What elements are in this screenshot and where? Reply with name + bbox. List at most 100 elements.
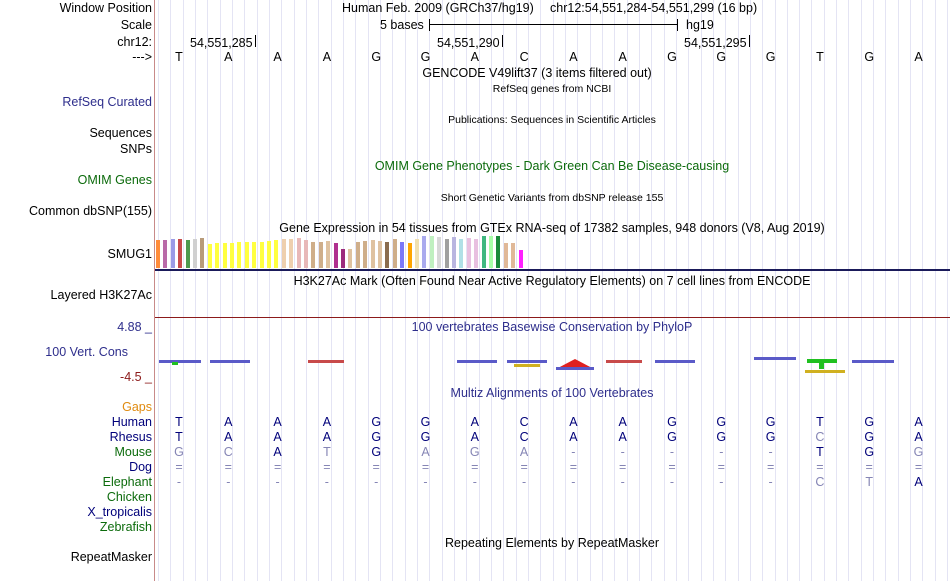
gtex-tissue-bar[interactable] bbox=[511, 243, 516, 268]
alignment-base: G bbox=[420, 415, 431, 429]
gtex-tissue-bar[interactable] bbox=[267, 241, 271, 268]
grid-line bbox=[664, 0, 665, 581]
gtex-tissue-bar[interactable] bbox=[318, 242, 323, 268]
species-label[interactable]: Rhesus bbox=[109, 430, 152, 444]
gtex-tissue-bar[interactable] bbox=[363, 241, 368, 268]
gtex-tissue-bar[interactable] bbox=[429, 236, 434, 268]
scale-bar-right-cap bbox=[677, 19, 678, 31]
gtex-tissue-bar[interactable] bbox=[193, 239, 197, 268]
grid-line bbox=[244, 0, 245, 581]
gtex-tissue-bar[interactable] bbox=[348, 249, 353, 268]
alignment-base: G bbox=[667, 430, 677, 444]
gtex-tissue-bar[interactable] bbox=[304, 240, 308, 268]
alignment-base: G bbox=[174, 445, 184, 459]
alignment-base: A bbox=[273, 415, 282, 429]
alignment-base: - bbox=[620, 475, 625, 489]
gtex-tissue-bar[interactable] bbox=[237, 242, 242, 268]
grid-line bbox=[787, 0, 788, 581]
gtex-tissue-bar[interactable] bbox=[170, 239, 175, 268]
gtex-tissue-bar[interactable] bbox=[422, 236, 427, 268]
gtex-tissue-bar[interactable] bbox=[400, 242, 405, 268]
gtex-tissue-bar[interactable] bbox=[207, 244, 212, 268]
gtex-tissue-bar[interactable] bbox=[415, 239, 419, 268]
alignment-base: T bbox=[816, 445, 824, 459]
gtex-tissue-bar[interactable] bbox=[222, 243, 227, 268]
gtex-tissue-bar[interactable] bbox=[289, 239, 294, 268]
gtex-tissue-bar[interactable] bbox=[503, 243, 508, 268]
gtex-tissue-bar[interactable] bbox=[281, 239, 286, 268]
gtex-tissue-bar[interactable] bbox=[444, 239, 449, 268]
species-label[interactable]: Elephant bbox=[102, 475, 152, 489]
gtex-tissue-bar[interactable] bbox=[496, 236, 501, 268]
alignment-base: A bbox=[914, 475, 923, 489]
species-label[interactable]: Zebrafish bbox=[99, 520, 152, 534]
gtex-expression-bars[interactable] bbox=[156, 236, 536, 268]
gtex-tissue-bar[interactable] bbox=[474, 239, 479, 268]
cons-track-label[interactable]: 100 Vert. Cons bbox=[45, 345, 128, 359]
gtex-tissue-bar[interactable] bbox=[466, 238, 471, 268]
alignment-base: - bbox=[669, 475, 675, 489]
dbsnp-track-label[interactable]: Common dbSNP(155) bbox=[29, 204, 152, 218]
repeatmasker-track-label[interactable]: RepeatMasker bbox=[70, 550, 152, 564]
species-label[interactable]: Dog bbox=[129, 460, 152, 474]
strand-toggle[interactable]: ---> bbox=[132, 50, 152, 64]
gtex-tissue-bar[interactable] bbox=[259, 242, 264, 268]
gtex-tissue-bar[interactable] bbox=[230, 243, 234, 268]
species-label[interactable]: Chicken bbox=[106, 490, 152, 504]
gtex-tissue-bar[interactable] bbox=[333, 243, 338, 268]
alignment-base: T bbox=[175, 430, 183, 444]
gtex-tissue-bar[interactable] bbox=[385, 242, 390, 268]
scale-db: hg19 bbox=[686, 18, 714, 32]
grid-line bbox=[207, 0, 208, 581]
gtex-tissue-bar[interactable] bbox=[518, 250, 523, 268]
species-label[interactable]: Mouse bbox=[114, 445, 152, 459]
grid-line bbox=[158, 0, 159, 581]
gtex-tissue-bar[interactable] bbox=[178, 239, 183, 268]
refseq-track-label[interactable]: RefSeq Curated bbox=[62, 95, 152, 109]
gtex-tissue-bar[interactable] bbox=[296, 238, 301, 268]
h3k27ac-track-label[interactable]: Layered H3K27Ac bbox=[50, 288, 152, 302]
alignment-base: C bbox=[223, 445, 233, 459]
snps-track-label[interactable]: SNPs bbox=[120, 142, 152, 156]
grid-line bbox=[405, 0, 406, 581]
alignment-base: A bbox=[618, 415, 627, 429]
grid-line bbox=[355, 0, 356, 581]
species-label[interactable]: Human bbox=[111, 415, 152, 429]
gtex-tissue-bar[interactable] bbox=[459, 239, 464, 268]
gtex-tissue-bar[interactable] bbox=[156, 240, 160, 268]
gtex-tissue-bar[interactable] bbox=[341, 249, 345, 268]
gtex-tissue-bar[interactable] bbox=[244, 242, 249, 268]
gtex-tissue-bar[interactable] bbox=[407, 243, 412, 268]
gtex-tissue-bar[interactable] bbox=[452, 237, 456, 268]
base-letter: A bbox=[914, 50, 923, 64]
gtex-tissue-bar[interactable] bbox=[355, 242, 360, 268]
species-label[interactable]: X_tropicalis bbox=[87, 505, 152, 519]
gtex-tissue-bar[interactable] bbox=[326, 241, 331, 268]
gtex-tissue-bar[interactable] bbox=[185, 240, 190, 268]
gtex-tissue-bar[interactable] bbox=[378, 241, 382, 268]
gtex-tissue-bar[interactable] bbox=[163, 240, 168, 268]
gtex-tissue-bar[interactable] bbox=[200, 238, 205, 268]
gtex-tissue-bar[interactable] bbox=[437, 237, 442, 268]
gtex-tissue-bar[interactable] bbox=[252, 242, 257, 268]
alignment-base: = bbox=[865, 460, 873, 474]
grid-line bbox=[232, 0, 233, 581]
alignment-base: T bbox=[816, 415, 824, 429]
gaps-track-label[interactable]: Gaps bbox=[122, 400, 152, 414]
gtex-tissue-bar[interactable] bbox=[370, 240, 375, 268]
alignment-base: C bbox=[815, 475, 825, 489]
gtex-tissue-bar[interactable] bbox=[489, 236, 493, 268]
alignment-base: = bbox=[421, 460, 430, 474]
gtex-tissue-bar[interactable] bbox=[215, 243, 220, 268]
gtex-tissue-bar[interactable] bbox=[392, 239, 397, 268]
grid-line bbox=[491, 0, 492, 581]
omim-track-label[interactable]: OMIM Genes bbox=[77, 173, 152, 187]
window-position-label: Window Position bbox=[59, 1, 152, 15]
gene-label[interactable]: SMUG1 bbox=[107, 247, 152, 261]
gtex-tissue-bar[interactable] bbox=[274, 240, 279, 268]
alignment-base: G bbox=[469, 445, 480, 459]
sequences-track-label[interactable]: Sequences bbox=[89, 126, 152, 140]
gtex-tissue-bar[interactable] bbox=[311, 242, 316, 268]
gtex-tissue-bar[interactable] bbox=[481, 236, 486, 268]
